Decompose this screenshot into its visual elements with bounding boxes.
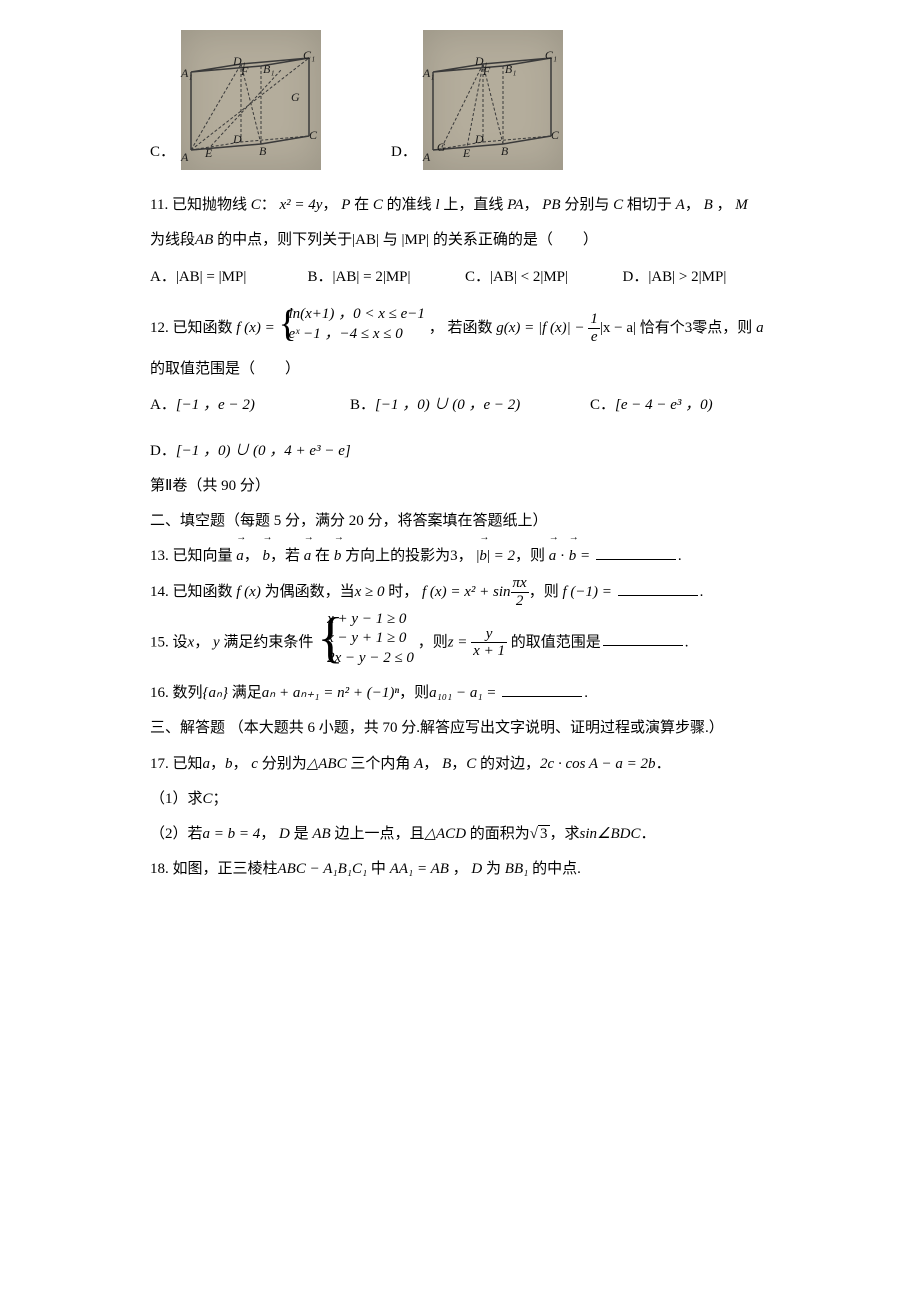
q12-line2: 的取值范围是（ ） [150, 352, 780, 387]
q11-opt-a: A．|AB| = |MP| [150, 263, 308, 292]
q12-opt-b: B．[−1 ，0) ∪ (0 ，e − 2) [350, 391, 590, 420]
q12-opt-a: A．[−1 ，e − 2) [150, 391, 350, 420]
q18-line: 18. 如图，正三棱柱ABC − A₁B₁C₁ 中 AA₁ = AB ， D 为… [150, 852, 780, 887]
piecewise-brace: { ln(x+1) ，0 < x ≤ e−1 eˣ −1 ，−4 ≤ x ≤ 0 [278, 305, 424, 352]
q11-opt-c: C．|AB| < 2|MP| [465, 263, 623, 292]
figure-c: D₁ C₁ A₁ F B₁ G D C E A B [181, 30, 321, 170]
option-c-label: C． [150, 138, 175, 171]
var-p: P [341, 197, 350, 213]
q12-opt-c: C．[e − 4 − e³ ，0) [590, 391, 770, 420]
q11-opt-d: D．|AB| > 2|MP| [623, 263, 781, 292]
q17-part2: （2）若a = b = 4， D 是 AB 边上一点，且△ACD 的面积为3，求… [150, 817, 780, 852]
q12-opt-d: D．[−1 ，0) ∪ (0 ，4 + e³ − e] [150, 434, 780, 469]
cube-svg-c [181, 30, 321, 170]
section-ii-header: 第Ⅱ卷（共 90 分） [150, 469, 780, 504]
q15-blank [603, 644, 683, 646]
section-iii-header: 三、解答题 （本大题共 6 小题，共 70 分.解答应写出文字说明、证明过程或演… [150, 711, 780, 746]
q13-line: 13. 已知向量 a， b，若 a 在 b 方向上的投影为3， |b| = 2，… [150, 539, 780, 574]
q11-options: A．|AB| = |MP| B．|AB| = 2|MP| C．|AB| < 2|… [150, 263, 780, 292]
q12-options-row1: A．[−1 ，e − 2) B．[−1 ，0) ∪ (0 ，e − 2) C．[… [150, 391, 780, 420]
var-c: C [251, 197, 261, 213]
option-d-label: D． [391, 138, 417, 171]
q13-blank [596, 558, 676, 560]
q16-blank [502, 695, 582, 697]
frac-1-over-e: 1e [588, 311, 600, 345]
q17-line1: 17. 已知a，b， c 分别为△ABC 三个内角 A， B，C 的对边，2c … [150, 747, 780, 782]
q11-eq: x² = 4y [279, 197, 322, 213]
sqrt-3: 3 [530, 817, 550, 852]
q11-line2: 为线段AB 的中点，则下列关于|AB| 与 |MP| 的关系正确的是（ ） [150, 223, 780, 258]
q16-line: 16. 数列{aₙ} 满足aₙ + aₙ₊₁ = n² + (−1)ⁿ，则a₁₀… [150, 676, 780, 711]
q12-line1: 12. 已知函数 f (x) = { ln(x+1) ，0 < x ≤ e−1 … [150, 305, 780, 352]
constraints-brace: { x + y − 1 ≥ 0 x − y + 1 ≥ 0 2x − y − 2… [317, 610, 414, 676]
vec-a: a [236, 539, 244, 574]
q11-opt-b: B．|AB| = 2|MP| [308, 263, 466, 292]
q15-line: 15. 设x， y 满足约束条件 { x + y − 1 ≥ 0 x − y +… [150, 610, 780, 676]
q11-line1: 11. 已知抛物线 C： x² = 4y， P 在 C 的准线 l 上，直线 P… [150, 188, 780, 223]
q14-blank [618, 594, 698, 596]
q17-part1: （1）求C； [150, 782, 780, 817]
vec-b: b [263, 539, 271, 574]
figure-d: D₁ C₁ A₁ F B₁ D C G E A B [423, 30, 563, 170]
cube-figures-row: C． D₁ C₁ A₁ F B₁ G D C E A B D． [150, 30, 780, 170]
q14-line: 14. 已知函数 f (x) 为偶函数，当x ≥ 0 时， f (x) = x²… [150, 575, 780, 610]
frac-y-over-xp1: yx + 1 [471, 626, 507, 660]
frac-pix-2: πx2 [511, 575, 529, 609]
